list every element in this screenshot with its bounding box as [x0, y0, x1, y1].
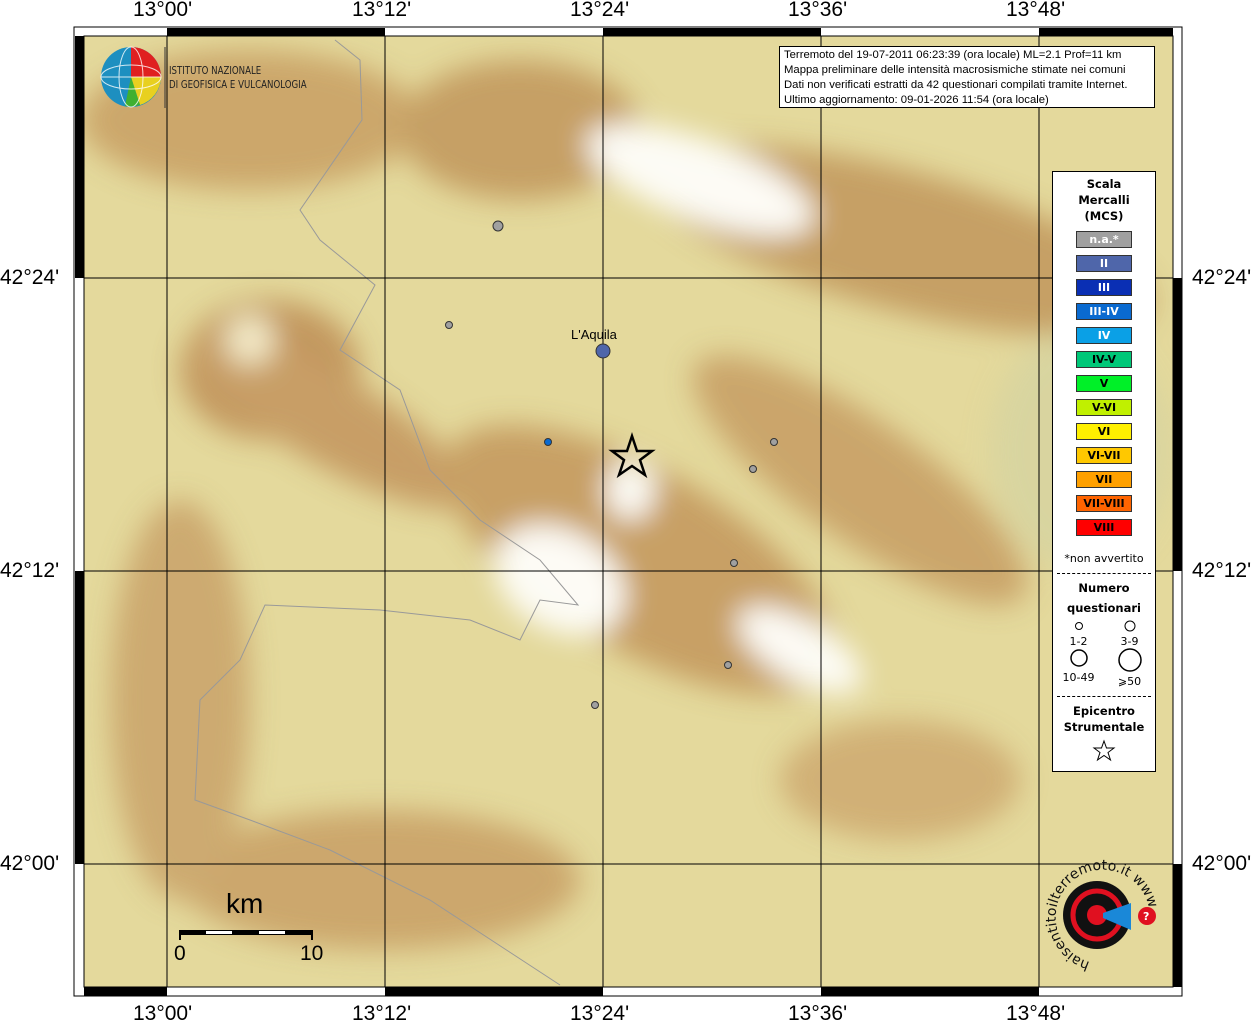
map-frame — [73, 26, 1183, 997]
epicenter-title-line: Epicentro — [1073, 704, 1135, 718]
intensity-point[interactable] — [544, 438, 552, 446]
epicenter-title-line: Strumentale — [1063, 720, 1145, 734]
top-lon-label: 13°36' — [788, 0, 848, 21]
bottom-lon-label: 13°36' — [788, 1002, 848, 1025]
last-update: Ultimo aggiornamento: 09-01-2026 11:54 (… — [784, 94, 1049, 106]
bottom-lon-label: 13°12' — [352, 1002, 412, 1025]
legend-swatch: VII-VIII — [1076, 495, 1132, 512]
legend-title-line: (MCS) — [1084, 209, 1124, 223]
epicenter-star-icon[interactable] — [608, 432, 656, 479]
scale-end: 10 — [300, 942, 324, 965]
size-circle-icon — [1117, 648, 1142, 672]
top-lon-label: 13°00' — [133, 0, 193, 21]
institute-name: ISTITUTO NAZIONALE DI GEOFISICA E VULCAN… — [169, 64, 307, 92]
legend: Scala Mercalli (MCS) n.a.* II III III-IV IV I… — [1052, 171, 1156, 772]
size-label: 1-2 — [1069, 635, 1088, 648]
legend-classes: n.a.* II III III-IV IV IV-V V V-VI VI VI-VII VII VI… — [1053, 231, 1155, 536]
legend-swatch: n.a.* — [1076, 231, 1132, 248]
divider — [1057, 696, 1151, 697]
epicenter-title: Epicentro Strumentale — [1053, 703, 1155, 735]
svg-text:?: ? — [1143, 910, 1149, 923]
intensity-point[interactable] — [724, 661, 732, 669]
top-lon-label: 13°48' — [1006, 0, 1066, 21]
legend-title: Scala Mercalli (MCS) — [1053, 176, 1155, 224]
intensity-point[interactable] — [730, 559, 738, 567]
intensity-point[interactable] — [591, 701, 599, 709]
size-label: ⩾50 — [1117, 675, 1142, 688]
ingv-logo-icon — [100, 46, 166, 108]
scale-start: 0 — [174, 942, 186, 965]
legend-note: *non avvertito — [1064, 552, 1144, 565]
legend-swatch: IV-V — [1076, 351, 1132, 368]
right-lat-label: 42°12' — [1192, 559, 1252, 582]
event-info-box: Terremoto del 19-07-2011 06:23:39 (ora l… — [779, 46, 1155, 108]
left-lat-label: 42°00' — [0, 852, 60, 875]
size-label: 10-49 — [1062, 671, 1095, 684]
terrain — [84, 36, 1173, 987]
top-lon-label: 13°12' — [352, 0, 412, 21]
legend-title-line: Scala — [1086, 177, 1122, 191]
bottom-lon-label: 13°00' — [133, 1002, 193, 1025]
legend-swatch: VI-VII — [1076, 447, 1132, 464]
graticule — [84, 36, 1173, 987]
left-lat-label: 42°12' — [0, 559, 60, 582]
right-lat-label: 42°24' — [1192, 266, 1252, 289]
size-circle-icon — [1069, 649, 1088, 667]
legend-swatch: IV — [1076, 327, 1132, 344]
bottom-lon-label: 13°48' — [1006, 1002, 1066, 1025]
legend-swatch: II — [1076, 255, 1132, 272]
divider — [1057, 573, 1151, 574]
legend-swatch: III-IV — [1076, 303, 1132, 320]
institute-line: DI GEOFISICA E VULCANOLOGIA — [169, 79, 307, 91]
size-circle-icon — [1124, 620, 1135, 632]
right-lat-label: 42°00' — [1192, 852, 1252, 875]
city-label: L'Aquila — [571, 327, 617, 342]
count-title-line: Numero — [1078, 581, 1130, 595]
scale-unit: km — [226, 888, 264, 919]
institute-line: ISTITUTO NAZIONALE — [169, 65, 262, 77]
intensity-point[interactable] — [595, 343, 611, 359]
data-source: Dati non verificati estratti da 42 quest… — [784, 79, 1128, 91]
size-circle-icon — [1074, 622, 1083, 630]
legend-swatch: V-VI — [1076, 399, 1132, 416]
event-title: Terremoto del 19-07-2011 06:23:39 (ora l… — [784, 49, 1122, 61]
legend-swatch: V — [1076, 375, 1132, 392]
left-lat-label: 42°24' — [0, 266, 60, 289]
intensity-point[interactable] — [445, 321, 453, 329]
count-title: Numero questionari — [1053, 578, 1155, 618]
count-title-line: questionari — [1067, 601, 1141, 615]
legend-title-line: Mercalli — [1078, 193, 1130, 207]
map-description: Mappa preliminare delle intensità macros… — [784, 64, 1126, 76]
legend-swatch: VIII — [1076, 519, 1132, 536]
bottom-lon-label: 13°24' — [570, 1002, 630, 1025]
legend-swatch: VI — [1076, 423, 1132, 440]
size-legend: 1-2 3-9 10-49 ⩾50 — [1053, 620, 1155, 688]
legend-swatch: III — [1076, 279, 1132, 296]
star-icon — [1092, 739, 1116, 762]
size-label: 3-9 — [1120, 635, 1139, 648]
scale-bar — [179, 930, 313, 940]
top-lon-label: 13°24' — [570, 0, 630, 21]
intensity-point[interactable] — [770, 438, 778, 446]
legend-swatch: VII — [1076, 471, 1132, 488]
intensity-point[interactable] — [492, 220, 504, 232]
region-border — [194, 39, 580, 986]
intensity-point[interactable] — [749, 465, 757, 473]
